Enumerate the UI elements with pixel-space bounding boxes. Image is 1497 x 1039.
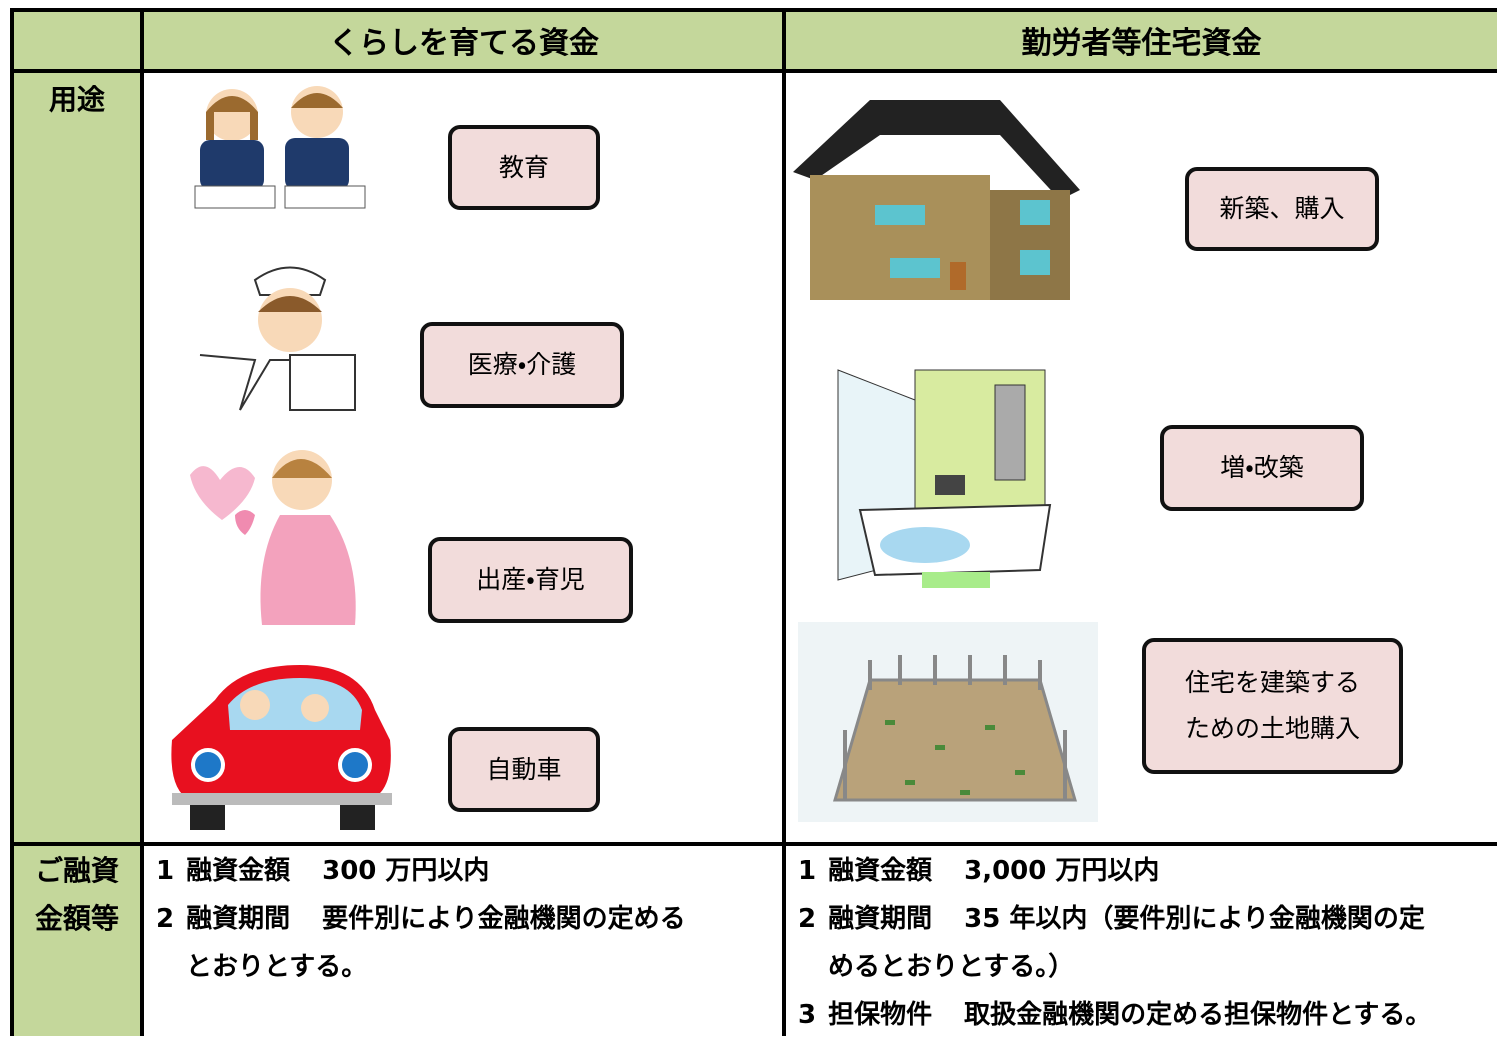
pregnant-illustration — [190, 450, 356, 625]
purpose-line: ための土地購入 — [1184, 714, 1360, 743]
term-head: 担保物件 — [828, 1000, 933, 1030]
house-illustration — [793, 100, 1080, 300]
header-fill — [10, 10, 1497, 70]
purpose-box: 新築、購入 — [1185, 167, 1379, 251]
term-line: とおりとする。 — [186, 952, 368, 982]
term-line: 2 融資期間 35 年以内（要件別により金融機関の定 — [798, 895, 1443, 943]
row-label-line: ご融資 — [34, 854, 119, 887]
term-number: 2 — [798, 904, 817, 934]
term-text: 3,000 万円以内 — [964, 856, 1160, 886]
term-number: 1 — [156, 856, 175, 886]
purpose-box: 増・改築 — [1160, 425, 1364, 511]
grid — [10, 8, 1497, 1036]
term-text: 取扱金融機関の定める担保物件とする。 — [964, 1000, 1432, 1030]
term-line: 1 融資金額 300 万円以内 — [156, 847, 698, 895]
term-number: 2 — [156, 904, 175, 934]
loan-terms: 1 融資金額 300 万円以内 2 融資期間 要件別により金融機関の定める とおりとする… — [156, 847, 698, 991]
row-label: 用途 — [14, 76, 140, 124]
purpose-line: 新築、購入 — [1219, 194, 1345, 223]
car-illustration — [171, 665, 392, 830]
row-label-line: 金額等 — [34, 902, 119, 935]
nurse-illustration — [199, 266, 356, 411]
students-illustration — [194, 86, 366, 209]
term-line: 2 融資期間 要件別により金融機関の定める — [156, 895, 698, 943]
term-text: 300 万円以内 — [322, 856, 490, 886]
term-number: 1 — [798, 856, 817, 886]
header-cell: 勤労者等住宅資金 — [1021, 26, 1262, 61]
purpose-box: 医療・介護 — [420, 322, 624, 408]
header-cell: くらしを育てる資金 — [329, 26, 599, 61]
purpose-box: 自動車 — [448, 727, 600, 812]
row-label: ご融資 金額等 — [14, 847, 140, 943]
label-column-fill — [10, 70, 141, 1036]
term-number: 3 — [798, 1000, 817, 1030]
loan-terms: 1 融資金額 3,000 万円以内 2 融資期間 35 年以内（要件別により金融機関の定… — [798, 847, 1443, 1039]
purpose-box: 住宅を建築する ための土地購入 — [1142, 638, 1403, 774]
term-line: 1 融資金額 3,000 万円以内 — [798, 847, 1443, 895]
purpose-box: 教育 — [448, 125, 600, 210]
row-label-line: 用途 — [48, 83, 105, 116]
term-text: 要件別により金融機関の定める — [322, 904, 686, 934]
term-text: 35 年以内（要件別により金融機関の定 — [964, 904, 1425, 934]
term-head: 融資期間 — [828, 904, 933, 934]
land-illustration — [798, 622, 1098, 822]
bathroom-illustration — [837, 369, 1052, 588]
term-head: 融資金額 — [828, 856, 933, 886]
term-head: 融資金額 — [186, 856, 291, 886]
term-line: めるとおりとする。） — [828, 952, 1075, 982]
purpose-box: 出産・育児 — [428, 537, 633, 623]
purpose-line: 増・改築 — [1220, 453, 1304, 482]
term-line: 3 担保物件 取扱金融機関の定める担保物件とする。 — [798, 991, 1443, 1039]
purpose-line: 住宅を建築する — [1184, 668, 1360, 697]
term-head: 融資期間 — [186, 904, 291, 934]
